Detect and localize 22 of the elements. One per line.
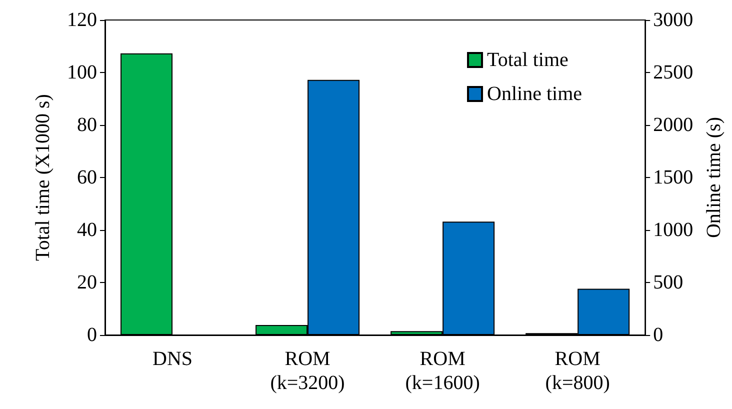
- x-tick-label: ROM (k=3200): [270, 348, 345, 394]
- y-tick-label: 80: [77, 114, 97, 136]
- y-tick-label: 100: [67, 62, 97, 84]
- y2-tick-label: 2500: [653, 62, 694, 84]
- y2-tick-label: 3000: [653, 9, 694, 31]
- y2-axis-title: Online time (s): [703, 116, 725, 238]
- legend-label: Total time: [487, 49, 568, 71]
- y-tick-label: 0: [87, 324, 97, 346]
- y-tick-label: 120: [67, 9, 97, 31]
- y-tick-label: 20: [77, 272, 97, 294]
- y2-tick-label: 500: [653, 272, 684, 294]
- x-tick-label: ROM (k=1600): [405, 348, 480, 394]
- y2-tick-label: 0: [653, 324, 664, 346]
- y2-tick-label: 2000: [653, 114, 694, 136]
- x-tick-label: DNS: [152, 348, 193, 370]
- y2-tick-label: 1000: [653, 219, 694, 241]
- y2-tick-label: 1500: [653, 166, 694, 188]
- y-tick-label: 60: [77, 166, 97, 188]
- legend-label: Online time: [487, 83, 582, 105]
- x-tick-label: ROM (k=800): [545, 348, 610, 394]
- y-axis-title: Total time (X1000 s): [32, 94, 54, 261]
- y-tick-label: 40: [77, 219, 97, 241]
